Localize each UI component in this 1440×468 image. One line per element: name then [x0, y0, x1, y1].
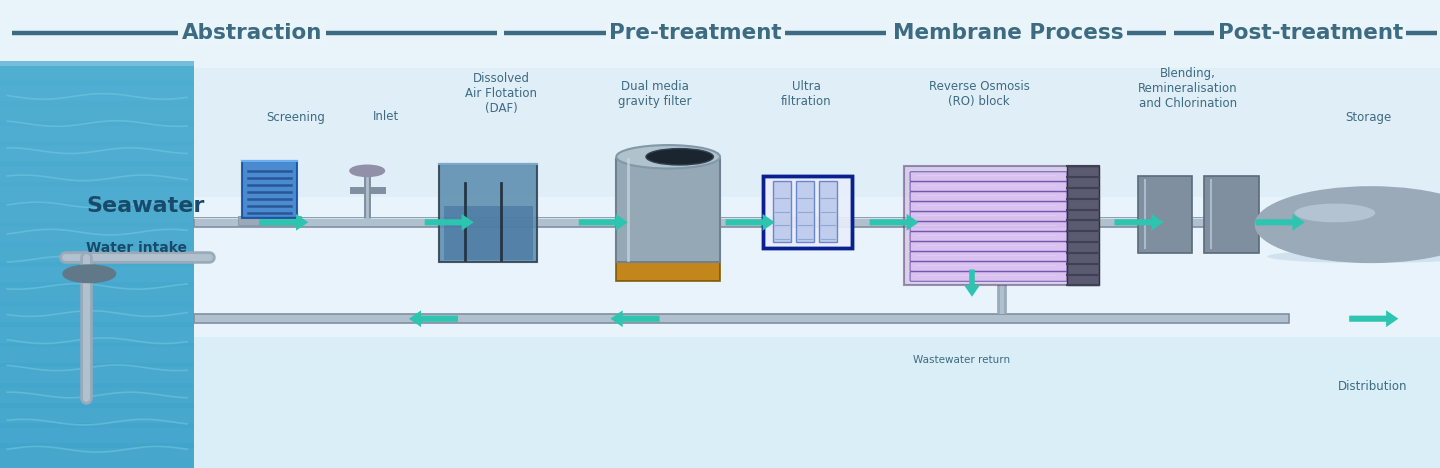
Text: Seawater: Seawater	[86, 196, 204, 216]
FancyBboxPatch shape	[194, 314, 1289, 323]
Text: Dual media
gravity filter: Dual media gravity filter	[618, 80, 693, 108]
Text: Pre-treatment: Pre-treatment	[609, 23, 782, 43]
FancyBboxPatch shape	[773, 181, 791, 242]
FancyBboxPatch shape	[194, 218, 1437, 227]
FancyBboxPatch shape	[0, 81, 194, 106]
FancyBboxPatch shape	[0, 202, 194, 227]
FancyBboxPatch shape	[0, 423, 194, 448]
Text: Reverse Osmosis
(RO) block: Reverse Osmosis (RO) block	[929, 80, 1030, 108]
FancyBboxPatch shape	[910, 212, 1067, 221]
Text: Wastewater return: Wastewater return	[913, 355, 1011, 366]
FancyBboxPatch shape	[242, 161, 297, 218]
FancyBboxPatch shape	[0, 443, 194, 468]
FancyBboxPatch shape	[763, 176, 852, 248]
FancyBboxPatch shape	[1067, 166, 1099, 285]
FancyBboxPatch shape	[0, 0, 1440, 68]
FancyBboxPatch shape	[439, 164, 537, 262]
Text: Dissolved
Air Flotation
(DAF): Dissolved Air Flotation (DAF)	[465, 72, 537, 115]
FancyBboxPatch shape	[910, 222, 1067, 231]
FancyBboxPatch shape	[910, 202, 1067, 211]
Text: Post-treatment: Post-treatment	[1218, 23, 1403, 43]
FancyBboxPatch shape	[0, 262, 194, 287]
FancyBboxPatch shape	[0, 322, 194, 347]
Ellipse shape	[616, 145, 720, 168]
FancyBboxPatch shape	[910, 252, 1067, 261]
FancyBboxPatch shape	[0, 282, 194, 307]
FancyBboxPatch shape	[0, 141, 194, 166]
FancyBboxPatch shape	[910, 262, 1067, 271]
Text: Inlet: Inlet	[373, 110, 399, 124]
FancyBboxPatch shape	[0, 343, 194, 367]
Ellipse shape	[1295, 204, 1375, 222]
FancyBboxPatch shape	[0, 161, 194, 186]
FancyBboxPatch shape	[0, 61, 194, 86]
FancyBboxPatch shape	[0, 222, 194, 247]
FancyBboxPatch shape	[194, 218, 1437, 219]
FancyBboxPatch shape	[1204, 176, 1259, 253]
FancyBboxPatch shape	[0, 403, 194, 428]
Circle shape	[350, 165, 384, 176]
FancyBboxPatch shape	[819, 181, 837, 242]
Ellipse shape	[647, 148, 713, 165]
FancyBboxPatch shape	[1138, 176, 1192, 253]
Text: Ultra
filtration: Ultra filtration	[780, 80, 832, 108]
FancyBboxPatch shape	[0, 66, 194, 468]
FancyBboxPatch shape	[0, 121, 194, 146]
Text: Screening: Screening	[266, 110, 324, 124]
FancyBboxPatch shape	[904, 166, 1099, 285]
FancyBboxPatch shape	[0, 302, 194, 327]
Ellipse shape	[1267, 250, 1440, 263]
FancyBboxPatch shape	[238, 216, 301, 225]
FancyBboxPatch shape	[444, 205, 533, 260]
Text: Water intake: Water intake	[86, 241, 187, 255]
Text: Membrane Process: Membrane Process	[893, 23, 1123, 43]
Text: Distribution: Distribution	[1338, 380, 1407, 393]
Circle shape	[1256, 187, 1440, 262]
Text: Blending,
Remineralisation
and Chlorination: Blending, Remineralisation and Chlorinat…	[1138, 67, 1238, 110]
FancyBboxPatch shape	[0, 242, 194, 267]
FancyBboxPatch shape	[194, 197, 1440, 337]
Circle shape	[63, 265, 115, 282]
FancyBboxPatch shape	[616, 260, 720, 281]
FancyBboxPatch shape	[194, 68, 1440, 337]
FancyBboxPatch shape	[0, 182, 194, 206]
FancyBboxPatch shape	[910, 272, 1067, 281]
FancyBboxPatch shape	[0, 383, 194, 408]
FancyBboxPatch shape	[0, 363, 194, 388]
FancyBboxPatch shape	[910, 242, 1067, 251]
FancyBboxPatch shape	[616, 159, 720, 262]
FancyBboxPatch shape	[796, 181, 814, 242]
FancyBboxPatch shape	[910, 172, 1067, 181]
FancyBboxPatch shape	[0, 101, 194, 126]
FancyBboxPatch shape	[910, 182, 1067, 191]
Text: Storage: Storage	[1345, 110, 1391, 124]
FancyBboxPatch shape	[910, 192, 1067, 201]
Text: Abstraction: Abstraction	[181, 23, 323, 43]
FancyBboxPatch shape	[910, 232, 1067, 241]
